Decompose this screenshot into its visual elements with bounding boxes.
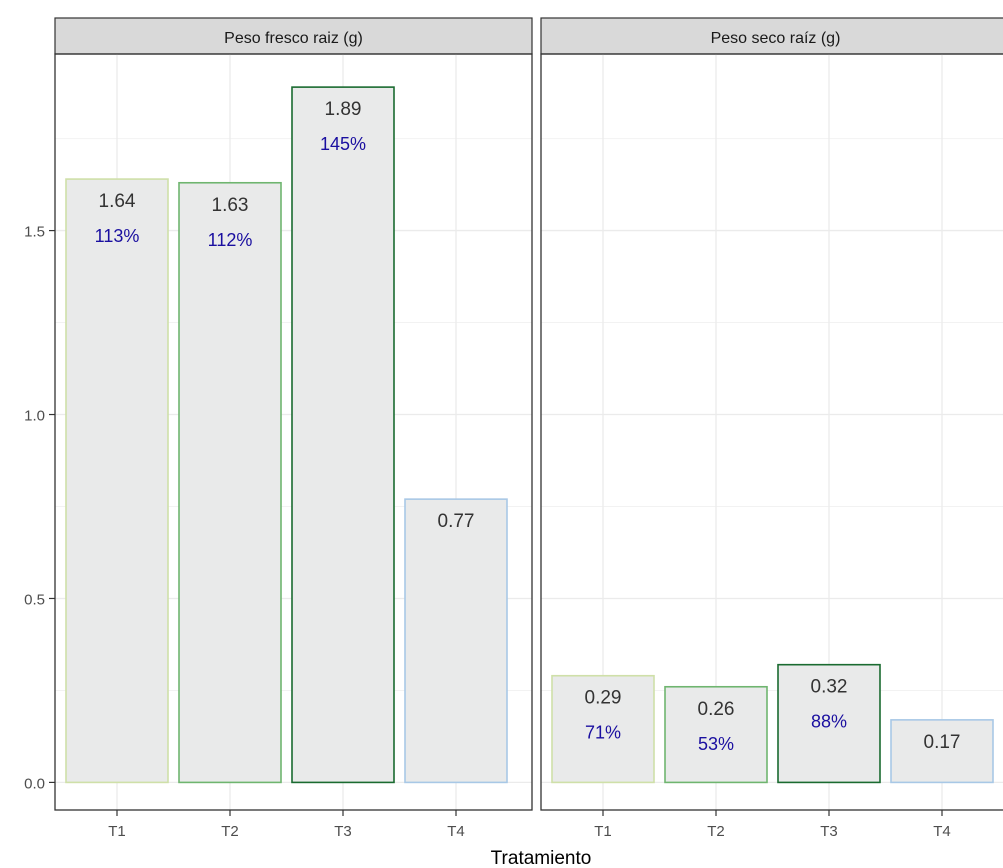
percent-label: 112% xyxy=(208,230,253,250)
panel-1: Peso fresco raiz (g) 1.64 113% T1 1.63 112% T2… xyxy=(54,17,533,840)
value-label: 0.17 xyxy=(924,732,961,753)
y-tick-label: 0.0 xyxy=(24,775,45,792)
bar-t3 xyxy=(291,86,395,784)
strip-label-2: Peso seco raíz (g) xyxy=(711,30,841,47)
bar-t4 xyxy=(404,498,508,784)
x-tick-label: T2 xyxy=(707,823,725,840)
x-tick-label: T3 xyxy=(334,823,352,840)
bar-t3 xyxy=(777,663,881,784)
x-tick-label: T1 xyxy=(108,823,126,840)
value-label: 1.89 xyxy=(325,99,362,120)
y-tick-label: 0.5 xyxy=(24,591,45,608)
percent-label: 88% xyxy=(811,712,847,732)
percent-label: 145% xyxy=(320,134,366,154)
bar-t1 xyxy=(65,178,169,784)
value-label: 0.32 xyxy=(811,677,848,698)
x-axis-title: Tratamiento xyxy=(491,848,592,868)
y-tick-label: 1.5 xyxy=(24,224,45,241)
bar-t4 xyxy=(890,719,994,784)
percent-label: 53% xyxy=(698,734,734,754)
value-label: 0.29 xyxy=(585,688,622,709)
x-tick-label: T4 xyxy=(933,823,951,840)
panel-border-2 xyxy=(540,53,1003,811)
strip-2 xyxy=(540,17,1003,55)
strip-label-1: Peso fresco raiz (g) xyxy=(224,30,363,47)
percent-label: 113% xyxy=(95,226,140,246)
strip-1 xyxy=(54,17,533,55)
panels-layer: Peso fresco raiz (g) 1.64 113% T1 1.63 112% T2… xyxy=(54,17,1003,840)
bar-t2 xyxy=(664,685,768,784)
y-tick-label: 1.0 xyxy=(24,408,45,425)
percent-label: 71% xyxy=(585,723,621,743)
x-tick-label: T1 xyxy=(594,823,612,840)
panel-2: Peso seco raíz (g) 0.29 71% T1 0.26 53% T2 0.32… xyxy=(540,17,1003,840)
y-axis: 0.0 0.5 1.0 1.5 xyxy=(24,224,55,792)
value-label: 1.64 xyxy=(99,191,136,212)
bar-t2 xyxy=(178,181,282,784)
value-label: 0.26 xyxy=(698,699,735,720)
panel-border-1 xyxy=(54,53,533,811)
value-label: 1.63 xyxy=(212,195,249,216)
value-label: 0.77 xyxy=(438,511,475,532)
x-tick-label: T4 xyxy=(447,823,465,840)
x-tick-label: T3 xyxy=(820,823,838,840)
bar-t1 xyxy=(551,674,655,784)
x-tick-label: T2 xyxy=(221,823,239,840)
